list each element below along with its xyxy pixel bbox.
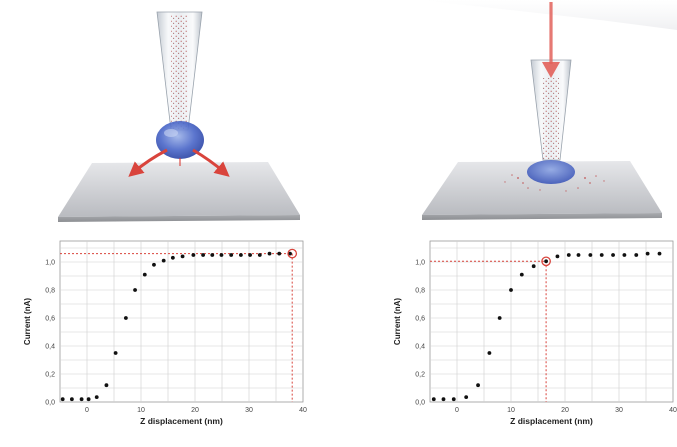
data-point xyxy=(248,253,252,257)
grid xyxy=(430,241,673,402)
y-tick-label: 0,2 xyxy=(45,372,55,379)
meniscus-droplet xyxy=(527,160,575,184)
x-tick-label: 0 xyxy=(455,407,459,414)
illustration-right xyxy=(420,0,677,220)
data-point xyxy=(219,253,224,257)
highlight-marker xyxy=(287,248,298,259)
y-axis-label: Current (nA) xyxy=(393,298,402,345)
data-point xyxy=(464,395,469,399)
data-point xyxy=(133,288,137,292)
data-point xyxy=(104,383,109,388)
data-point xyxy=(229,253,234,257)
data-point xyxy=(161,258,166,263)
data-point xyxy=(588,253,593,257)
data-point xyxy=(239,253,243,257)
y-tick-label: 0,6 xyxy=(415,316,425,323)
light-beam xyxy=(420,0,677,30)
current-vs-displacement-chart-left: 0 10 20 30 40 0,0 0,2 0,4 0,6 0,8 1,0 Z displacemen… xyxy=(23,240,307,426)
data-point xyxy=(657,251,662,256)
flux-arrow-right xyxy=(192,148,230,177)
data-point xyxy=(544,259,548,264)
x-tick-label: 0 xyxy=(85,407,89,414)
data-point xyxy=(201,253,206,257)
y-tick-label: 0,4 xyxy=(45,344,55,351)
data-point xyxy=(288,251,292,256)
x-tick-label: 20 xyxy=(561,407,569,414)
data-point xyxy=(634,253,639,257)
illustration-left xyxy=(58,11,300,222)
data-point xyxy=(476,383,480,388)
data-point xyxy=(94,395,99,399)
y-tick-label: 0,4 xyxy=(415,344,425,351)
data-point xyxy=(611,253,615,257)
data-point xyxy=(191,253,196,257)
data-point xyxy=(645,251,650,256)
data-point xyxy=(566,253,571,257)
data-point xyxy=(277,251,282,256)
current-vs-displacement-chart-right: 0 10 20 30 40 0,0 0,2 0,4 0,6 0,8 1,0 Z displacemen… xyxy=(393,240,677,426)
plot-area xyxy=(59,240,304,403)
data-point xyxy=(519,272,524,277)
data-point xyxy=(79,397,84,402)
x-tick-label: 40 xyxy=(299,407,307,414)
data-point xyxy=(487,351,492,355)
substrate-plate xyxy=(58,162,300,217)
data-point xyxy=(622,253,627,257)
data-point xyxy=(142,272,147,277)
data-point xyxy=(451,397,456,402)
data-point xyxy=(267,251,272,256)
y-tick-label: 1,0 xyxy=(45,260,55,267)
substrate-plate xyxy=(422,161,662,215)
data-series xyxy=(60,251,292,402)
x-axis-label: Z displacement (nm) xyxy=(140,416,223,426)
data-point xyxy=(113,351,118,355)
data-point xyxy=(123,316,128,320)
data-point xyxy=(152,262,156,267)
data-point xyxy=(86,397,91,402)
data-point xyxy=(210,253,215,257)
data-point xyxy=(431,397,436,402)
data-point xyxy=(441,397,446,402)
data-point xyxy=(180,254,185,259)
y-tick-label: 1,0 xyxy=(415,260,425,267)
data-point xyxy=(509,288,513,292)
data-point xyxy=(576,253,581,257)
x-tick-label: 30 xyxy=(615,407,623,414)
data-point xyxy=(555,254,560,259)
y-tick-label: 0,0 xyxy=(415,400,425,407)
x-tick-label: 10 xyxy=(137,407,145,414)
highlight-marker xyxy=(541,256,551,267)
data-point xyxy=(69,397,74,402)
x-tick-label: 20 xyxy=(191,407,199,414)
substrate-edge xyxy=(58,215,300,222)
data-point xyxy=(257,253,262,257)
electrolyte-column xyxy=(171,14,188,130)
data-point xyxy=(531,264,536,269)
data-point xyxy=(497,316,502,320)
grid xyxy=(60,241,303,402)
y-tick-label: 0,0 xyxy=(45,400,55,407)
x-tick-label: 40 xyxy=(669,407,677,414)
data-point xyxy=(599,253,604,257)
substrate-edge xyxy=(422,213,662,220)
x-axis-label: Z displacement (nm) xyxy=(510,416,593,426)
x-tick-label: 10 xyxy=(507,407,515,414)
data-point xyxy=(170,255,175,260)
y-axis-label: Current (nA) xyxy=(23,298,32,345)
y-tick-label: 0,8 xyxy=(415,288,425,295)
y-tick-label: 0,6 xyxy=(45,316,55,323)
data-series xyxy=(431,251,662,402)
y-tick-label: 0,8 xyxy=(45,288,55,295)
x-tick-label: 30 xyxy=(245,407,253,414)
data-point xyxy=(60,397,65,402)
electrolyte-column xyxy=(543,78,559,160)
flux-arrow-left xyxy=(128,148,168,177)
y-tick-label: 0,2 xyxy=(415,372,425,379)
plot-area xyxy=(429,240,674,403)
